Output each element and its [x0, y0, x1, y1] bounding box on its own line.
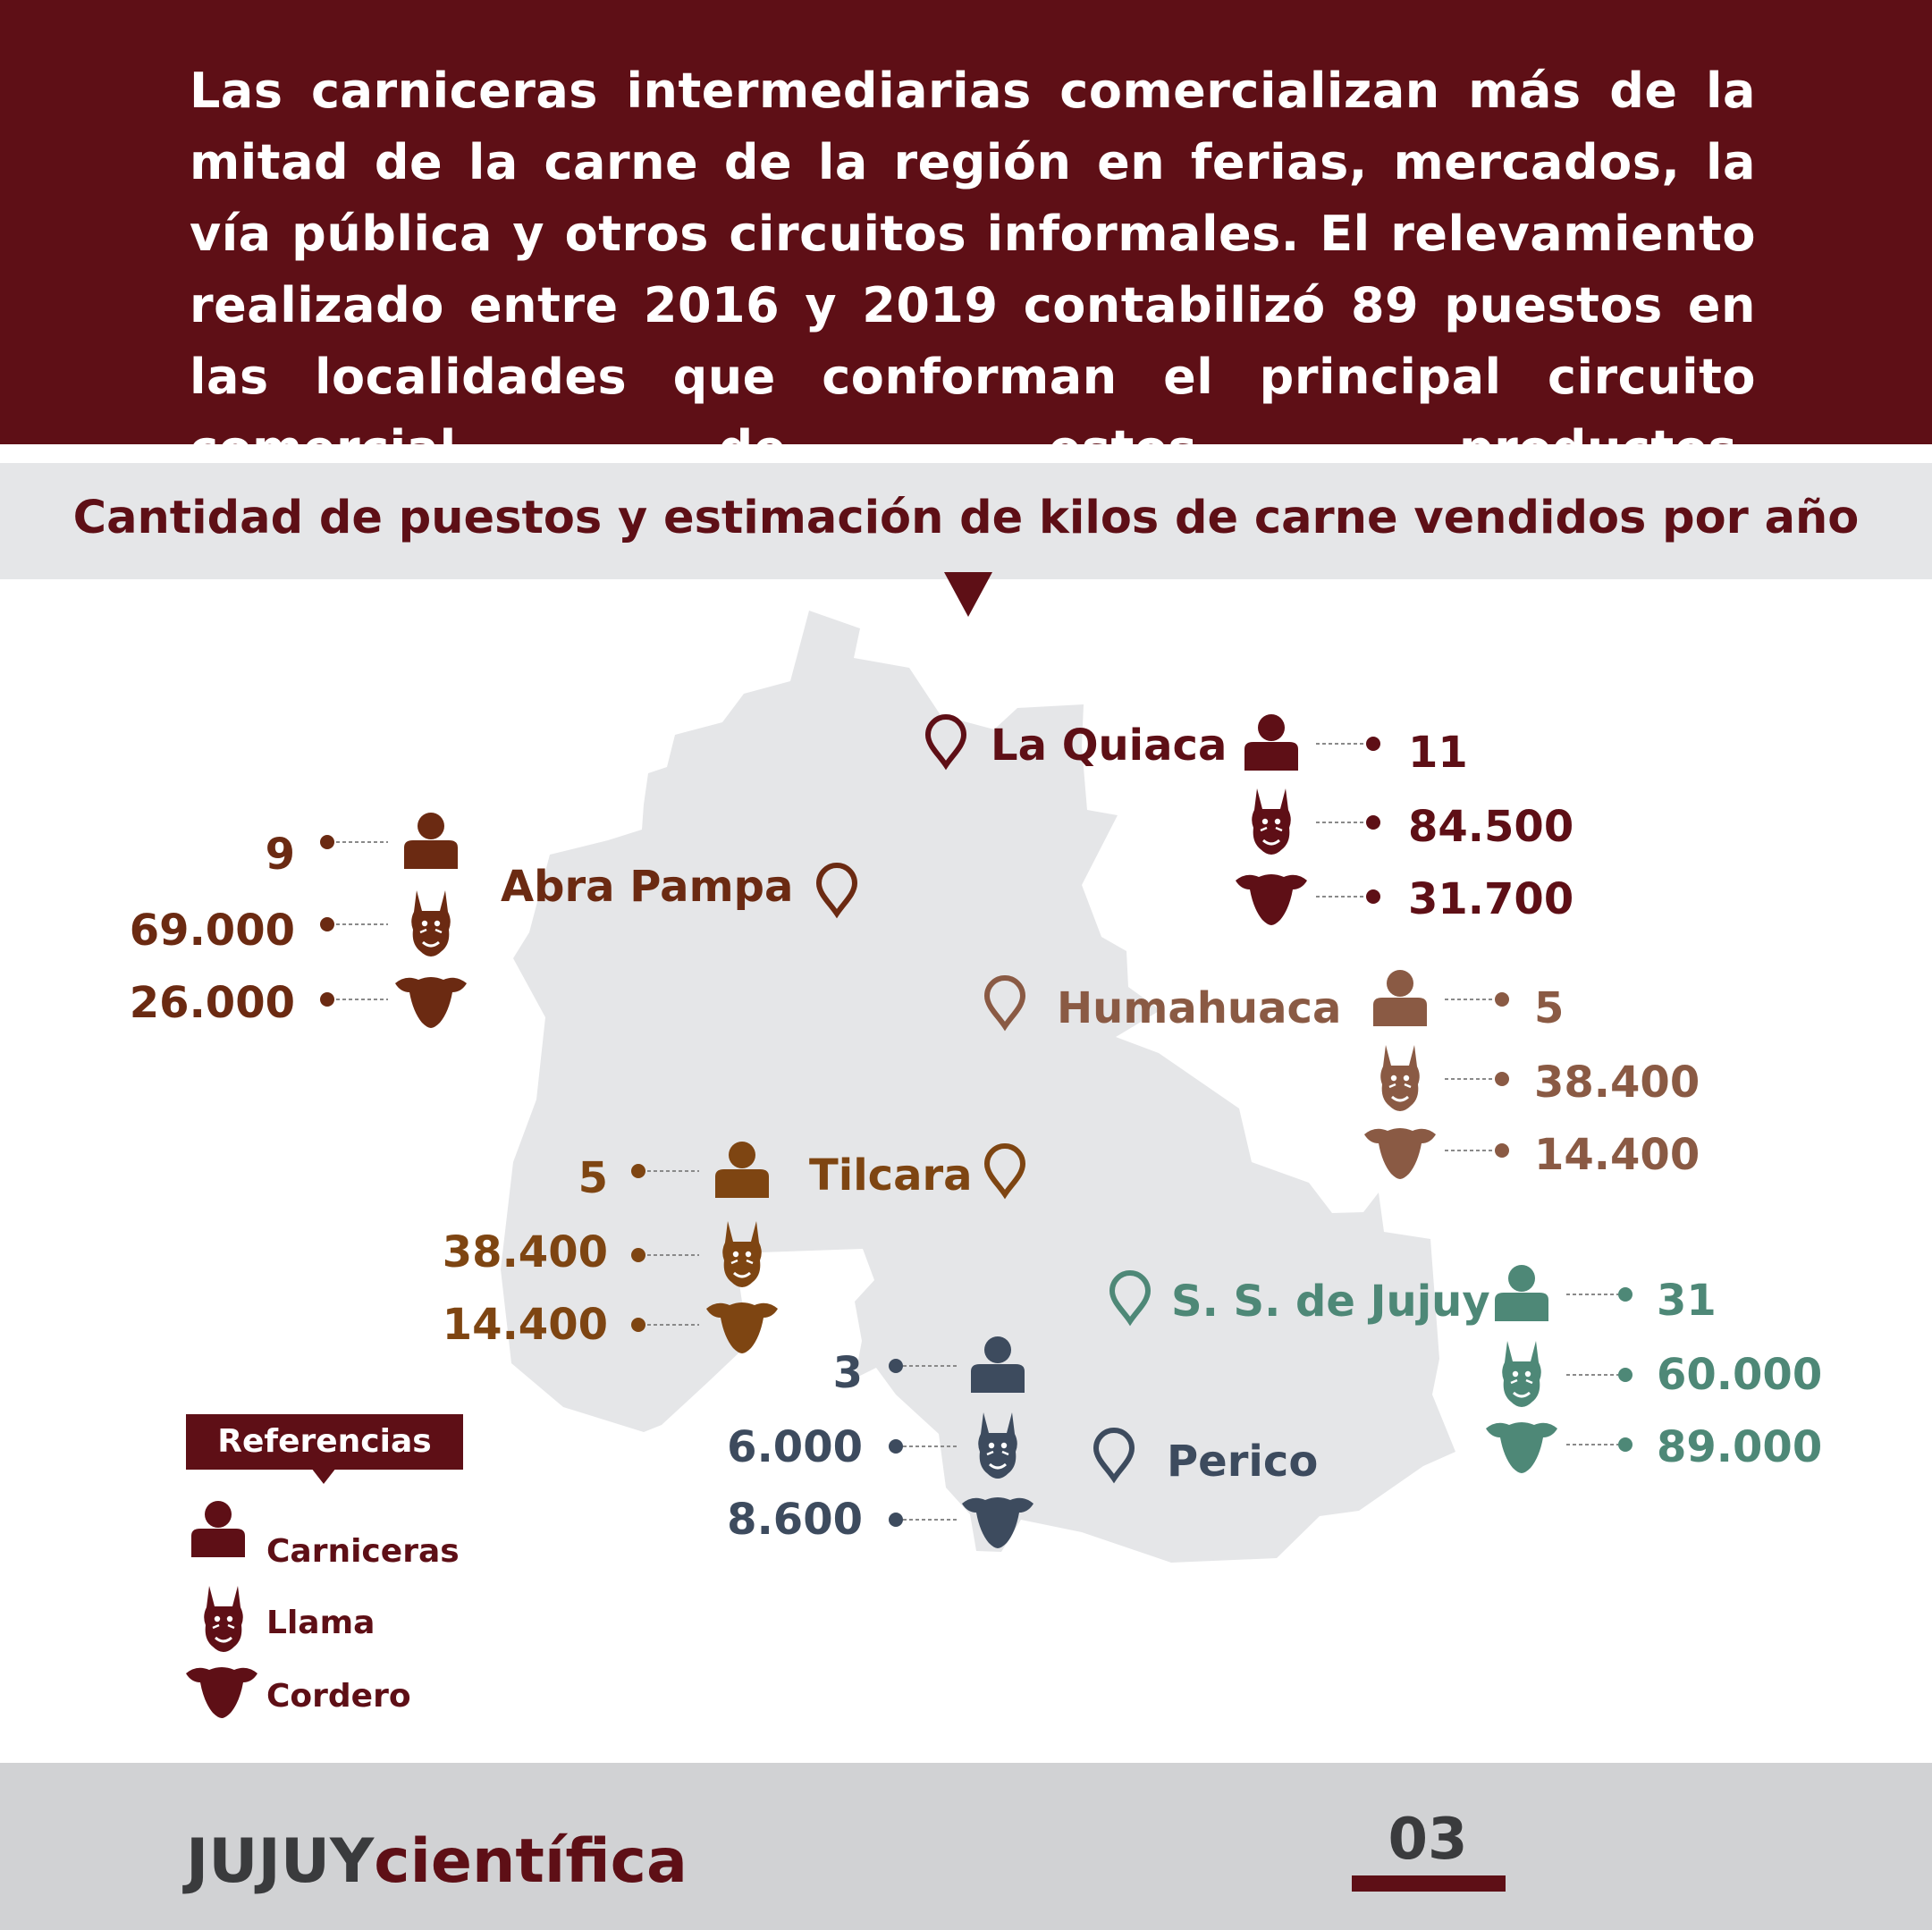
- tilcara-connector-0-dot: [631, 1164, 645, 1178]
- tilcara-llama: 38.400: [442, 1227, 608, 1277]
- humahuaca-sheep-icon: [1364, 1128, 1436, 1179]
- abra-pampa-llama: 69.000: [129, 906, 295, 956]
- location-tilcara: Tilcara: [809, 1150, 973, 1201]
- humahuaca-cordero: 14.400: [1534, 1130, 1700, 1180]
- humahuaca-pin-icon: [983, 975, 1026, 1032]
- jujuy-puestos: 31: [1657, 1276, 1717, 1326]
- la-quiaca-puestos: 11: [1408, 728, 1468, 778]
- subtitle-band: [0, 463, 1932, 579]
- jujuy-person-icon: [1495, 1265, 1548, 1321]
- legend-title: Referencias: [186, 1414, 463, 1470]
- abra-pampa-cordero: 26.000: [129, 978, 295, 1028]
- perico-cordero: 8.600: [727, 1495, 863, 1545]
- jujuy-llama: 60.000: [1657, 1350, 1823, 1400]
- tilcara-connector-1-dot: [631, 1248, 645, 1262]
- perico-llama: 6.000: [727, 1422, 863, 1472]
- la-quiaca-cordero: 31.700: [1408, 874, 1574, 924]
- la-quiaca-pin-icon: [924, 714, 967, 771]
- tilcara-cordero: 14.400: [442, 1300, 608, 1350]
- location-abra-pampa: Abra Pampa: [501, 862, 794, 912]
- la-quiaca-connector-0-dot: [1366, 737, 1380, 751]
- abra-pampa-llama-icon: [409, 889, 452, 958]
- jujuy-connector-1-dot: [1618, 1368, 1632, 1382]
- la-quiaca-person-icon: [1244, 714, 1298, 771]
- humahuaca-connector-0-dot: [1495, 992, 1509, 1007]
- legend-item-llama: Llama: [266, 1605, 375, 1641]
- jujuy-connector-2-dot: [1618, 1437, 1632, 1452]
- abra-pampa-connector-1-dot: [320, 917, 334, 931]
- legend-title-pointer: [311, 1468, 336, 1484]
- legend-sheep-icon: [186, 1667, 257, 1718]
- jujuy-cordero: 89.000: [1657, 1422, 1823, 1472]
- tilcara-connector-2-dot: [631, 1318, 645, 1332]
- jujuy-sheep-icon: [1486, 1422, 1557, 1473]
- brand-part-jujuy: JUJUY: [186, 1826, 375, 1897]
- header-banner: Las carniceras intermediarias comerciali…: [0, 0, 1932, 476]
- brand-logo: JUJUYcientífica: [186, 1826, 688, 1898]
- la-quiaca-connector-2-dot: [1366, 889, 1380, 904]
- la-quiaca-connector-1-dot: [1366, 815, 1380, 830]
- humahuaca-connector-1-dot: [1495, 1072, 1509, 1086]
- subtitle: Cantidad de puestos y estimación de kilo…: [72, 492, 1860, 544]
- abra-pampa-sheep-icon: [395, 977, 467, 1028]
- jujuy-connector-0-dot: [1618, 1287, 1632, 1302]
- intro-text: Las carniceras intermediarias comerciali…: [190, 63, 1756, 476]
- jujuy-llama-icon: [1500, 1339, 1543, 1409]
- page-number-bar: [1352, 1875, 1506, 1892]
- humahuaca-llama: 38.400: [1534, 1058, 1700, 1108]
- jujuy-pin-icon: [1109, 1270, 1152, 1327]
- brand-part-cientifica: científica: [374, 1826, 688, 1897]
- humahuaca-llama-icon: [1379, 1043, 1422, 1113]
- abra-pampa-connector-2-dot: [320, 992, 334, 1007]
- legend-llama-icon: [202, 1584, 245, 1654]
- perico-puestos: 3: [832, 1348, 863, 1398]
- la-quiaca-sheep-icon: [1236, 874, 1307, 925]
- la-quiaca-llama-icon: [1250, 787, 1293, 856]
- location-la-quiaca: La Quiaca: [991, 721, 1228, 771]
- perico-connector-1-dot: [889, 1439, 903, 1454]
- location-perico: Perico: [1167, 1437, 1319, 1487]
- footer-band: [0, 1763, 1932, 1930]
- tilcara-puestos: 5: [578, 1153, 608, 1203]
- location-humahuaca: Humahuaca: [1057, 983, 1342, 1033]
- humahuaca-connector-2-dot: [1495, 1143, 1509, 1158]
- tilcara-pin-icon: [983, 1143, 1026, 1200]
- abra-pampa-person-icon: [404, 813, 458, 869]
- abra-pampa-pin-icon: [815, 863, 858, 919]
- abra-pampa-connector-0-dot: [320, 835, 334, 849]
- humahuaca-person-icon: [1373, 970, 1427, 1026]
- perico-connector-2-dot: [889, 1513, 903, 1527]
- perico-connector-0-dot: [889, 1359, 903, 1373]
- abra-pampa-puestos: 9: [265, 830, 295, 880]
- humahuaca-puestos: 5: [1534, 983, 1565, 1033]
- legend-item-carniceras: Carniceras: [266, 1533, 460, 1570]
- page-number: 03: [1388, 1807, 1468, 1873]
- legend-person-icon: [191, 1501, 245, 1557]
- legend-item-cordero: Cordero: [266, 1678, 411, 1715]
- down-arrow-icon: [944, 572, 992, 617]
- la-quiaca-llama: 84.500: [1408, 802, 1574, 852]
- location-jujuy: S. S. de Jujuy: [1171, 1277, 1490, 1327]
- perico-pin-icon: [1093, 1428, 1135, 1484]
